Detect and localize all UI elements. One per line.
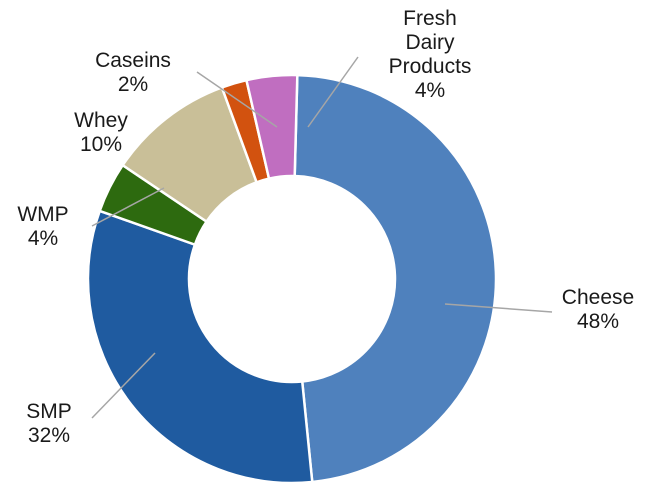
leader-line-wmp (91, 187, 165, 227)
leader-line-caseins (196, 71, 278, 128)
leader-line-fresh-dairy-products (307, 56, 359, 128)
leader-line-cheese (444, 303, 553, 313)
slices-group (86, 73, 498, 482)
slice-smp (86, 209, 314, 482)
labels-group: Cheese 48% SMP 32% WMP 4%Whey 10% Caseins 2% Fres… (17, 7, 634, 447)
label-cheese: Cheese 48% (562, 286, 634, 333)
label-whey: Whey 10% (74, 109, 128, 156)
label-wmp: WMP 4% (17, 203, 68, 250)
label-caseins: Caseins 2% (95, 49, 171, 96)
leader-lines-group (91, 56, 553, 419)
label-fresh-dairy-products: Fresh Dairy Products 4% (389, 7, 472, 102)
slice-fresh-dairy-products (244, 73, 299, 181)
label-smp: SMP 32% (26, 400, 72, 447)
slice-cheese (293, 73, 498, 482)
leader-line-smp (91, 352, 156, 419)
